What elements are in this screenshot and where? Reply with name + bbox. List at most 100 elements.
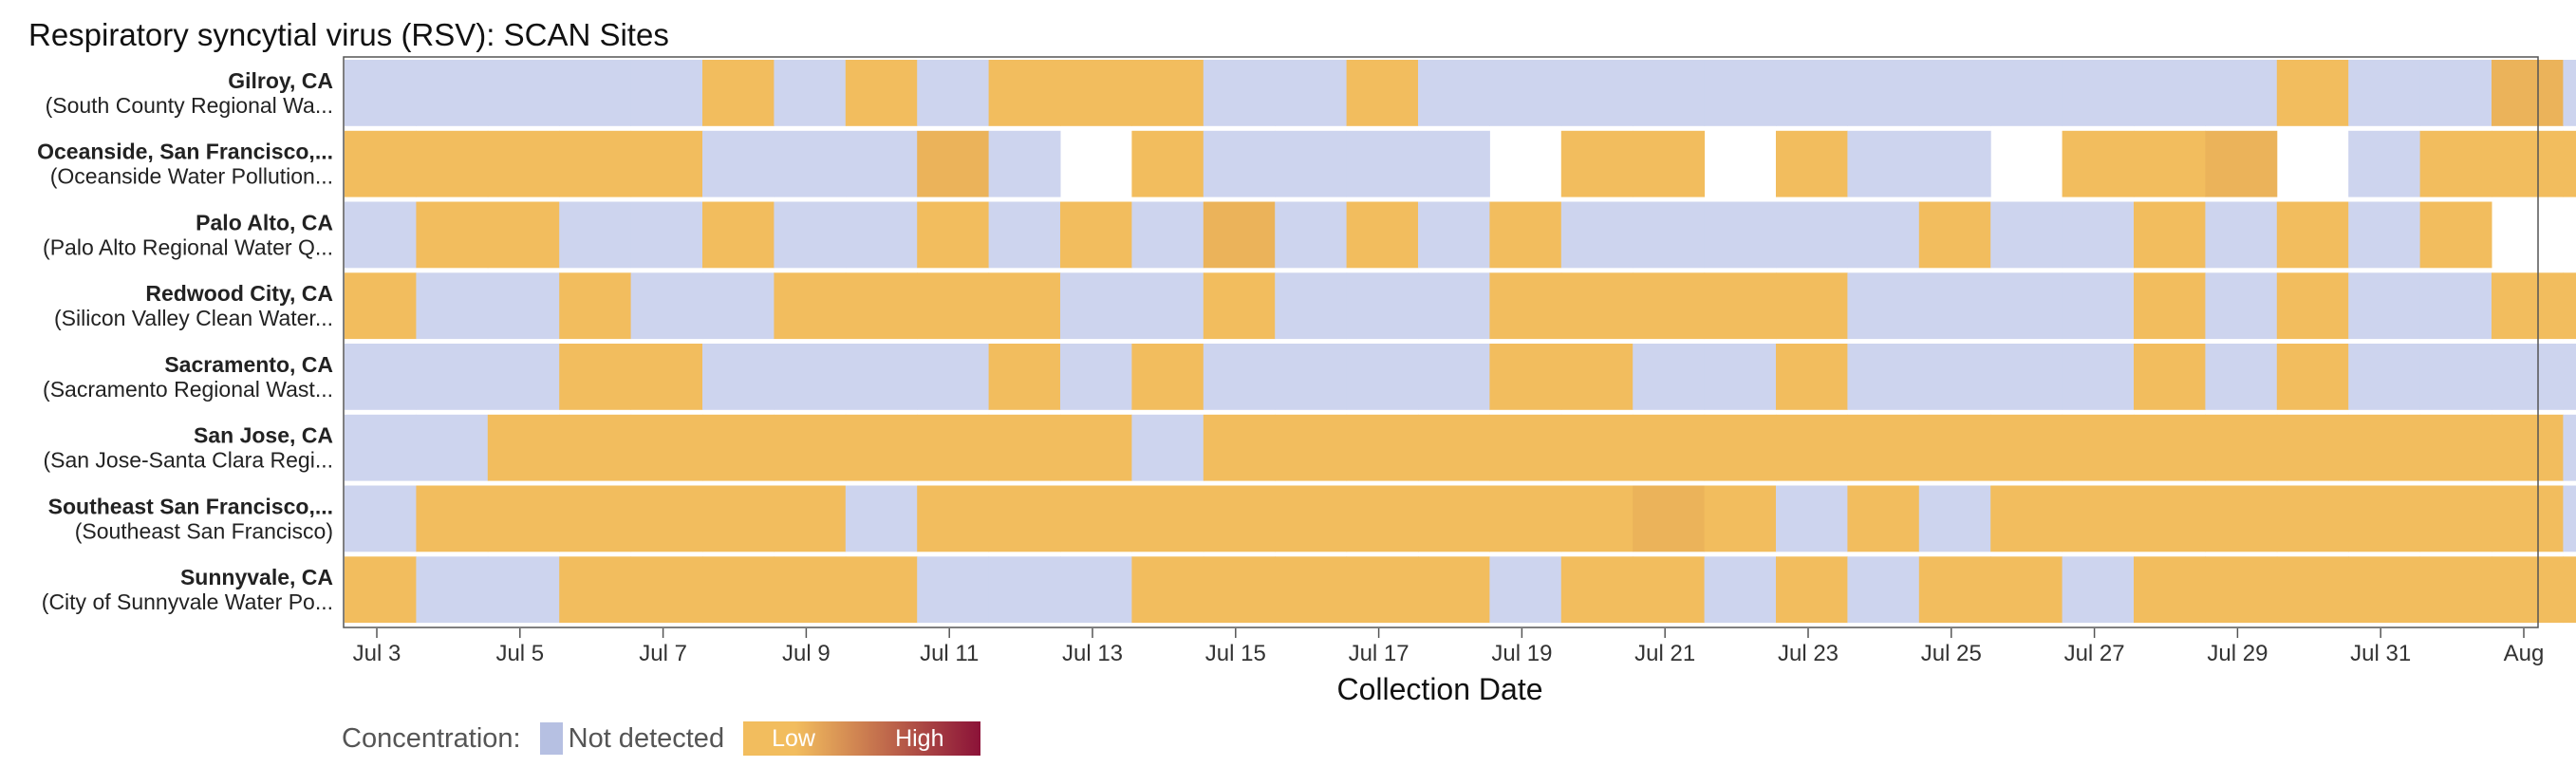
heatmap-cell — [630, 201, 703, 269]
heatmap-cell — [774, 60, 847, 126]
heatmap-cell — [2062, 556, 2135, 624]
heatmap-cell — [1776, 130, 1848, 197]
x-tick-label: Jul 5 — [495, 641, 544, 666]
heatmap-cell — [345, 201, 417, 269]
heatmap-cell — [1704, 485, 1777, 552]
heatmap-cell — [2563, 60, 2576, 126]
heatmap-cell — [988, 130, 1061, 197]
heatmap-cell — [702, 60, 775, 126]
heatmap-cell — [1275, 556, 1348, 624]
heatmap-cell — [2276, 272, 2349, 340]
heatmap-cell — [630, 556, 703, 624]
heatmap-cell — [1203, 60, 1276, 126]
heatmap-cell — [2134, 272, 2206, 340]
heatmap-cell — [1346, 130, 1419, 197]
heatmap-cell — [630, 60, 703, 126]
heatmap-cell — [2205, 556, 2278, 624]
heatmap-cell — [487, 272, 560, 340]
heatmap-cell — [487, 130, 560, 197]
legend: Concentration: Not detected Low High — [342, 720, 981, 758]
heatmap-cell — [2563, 272, 2576, 340]
heatmap-cell — [2563, 556, 2576, 624]
heatmap-cell — [559, 414, 632, 481]
heatmap-cell — [1560, 130, 1633, 197]
heatmap-cell — [1418, 60, 1490, 126]
heatmap-cell — [2205, 272, 2278, 340]
heatmap-cell — [702, 556, 775, 624]
heatmap-cell — [2419, 272, 2492, 340]
x-tick-label: Jul 3 — [353, 641, 401, 666]
heatmap-cell — [1418, 130, 1490, 197]
heatmap-cell — [1990, 272, 2063, 340]
heatmap-cell — [1346, 485, 1419, 552]
row-label-subtitle: (Palo Alto Regional Water Q... — [43, 234, 333, 259]
heatmap-cell — [1131, 556, 1204, 624]
heatmap-cell — [1275, 60, 1348, 126]
heatmap-cell — [917, 130, 990, 197]
heatmap-cell — [702, 272, 775, 340]
heatmap-cell — [2348, 272, 2421, 340]
heatmap-cell — [1131, 344, 1204, 410]
heatmap-cell — [2419, 344, 2492, 410]
heatmap-cell — [2419, 130, 2492, 197]
heatmap-cell — [1489, 60, 1562, 126]
heatmap-cell — [1776, 556, 1848, 624]
heatmap-cell — [2419, 414, 2492, 481]
heatmap-cell — [774, 201, 847, 269]
heatmap-cell — [2563, 414, 2576, 481]
heatmap-cell — [2205, 130, 2278, 197]
heatmap-cell — [559, 485, 632, 552]
heatmap-cell — [2134, 344, 2206, 410]
x-tick-label: Jul 29 — [2207, 641, 2268, 666]
heatmap-cell — [774, 556, 847, 624]
heatmap-cell — [1560, 201, 1633, 269]
heatmap-cell — [345, 272, 417, 340]
heatmap-cell — [2419, 60, 2492, 126]
heatmap-cell — [1990, 201, 2063, 269]
heatmap-cell — [630, 130, 703, 197]
x-tick-label: Jul 11 — [920, 641, 979, 666]
heatmap-cell — [1633, 272, 1706, 340]
heatmap-cell — [1489, 414, 1562, 481]
heatmap-cell — [1704, 201, 1777, 269]
heatmap-cell — [702, 344, 775, 410]
heatmap-cell — [774, 272, 847, 340]
row-label-name: Oceanside, San Francisco,... — [37, 140, 333, 164]
heatmap-cell — [2062, 344, 2135, 410]
heatmap-cell — [1990, 414, 2063, 481]
heatmap-cell — [1776, 60, 1848, 126]
heatmap-cell — [1203, 556, 1276, 624]
row-labels: Gilroy, CA(South County Regional Wa... Oc… — [37, 68, 333, 614]
heatmap-cell — [2276, 201, 2349, 269]
heatmap-cell — [2134, 485, 2206, 552]
heatmap-cell — [1990, 556, 2063, 624]
heatmap-cell — [1560, 556, 1633, 624]
heatmap-cell — [559, 344, 632, 410]
row-label-subtitle: (Silicon Valley Clean Water... — [54, 306, 333, 330]
x-tick-label: Jul 15 — [1205, 641, 1266, 666]
heatmap-cell — [1203, 414, 1276, 481]
heatmap-cell — [2276, 485, 2349, 552]
heatmap-cell — [345, 344, 417, 410]
heatmap-cell — [2492, 414, 2564, 481]
heatmap-cell — [1275, 344, 1348, 410]
heatmap-cell — [2348, 201, 2421, 269]
heatmap-cell — [2205, 60, 2278, 126]
heatmap-cell — [1990, 344, 2063, 410]
x-tick-label: Jul 27 — [2064, 641, 2125, 666]
heatmap-cell — [1847, 556, 1920, 624]
heatmap-cell — [1060, 414, 1132, 481]
heatmap-cell — [2492, 60, 2564, 126]
heatmap-cell — [1776, 344, 1848, 410]
heatmap-cell — [774, 344, 847, 410]
heatmap-cell — [1060, 201, 1132, 269]
heatmap-cell — [1918, 414, 1991, 481]
row-label-subtitle: (San Jose-Santa Clara Regi... — [43, 448, 333, 473]
heatmap-cell — [1847, 130, 1920, 197]
heatmap-cell — [487, 60, 560, 126]
heatmap-cell — [1060, 60, 1132, 126]
heatmap-cell — [1060, 556, 1132, 624]
heatmap-cell — [1346, 556, 1419, 624]
heatmap-cell — [1418, 344, 1490, 410]
heatmap-cell — [1633, 130, 1706, 197]
